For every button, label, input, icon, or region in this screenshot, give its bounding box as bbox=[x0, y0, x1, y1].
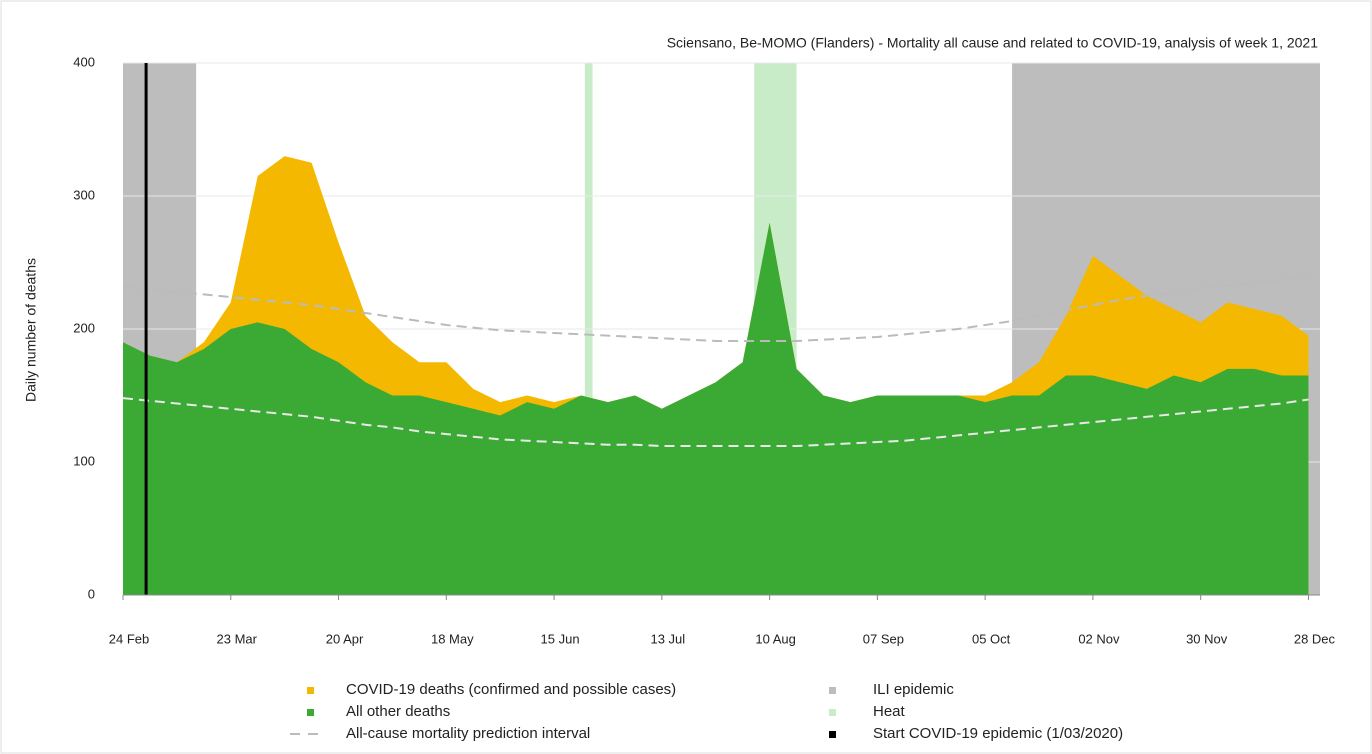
legend-swatch bbox=[307, 709, 314, 716]
x-tick-label: 20 Apr bbox=[326, 631, 364, 646]
chart-title: Sciensano, Be-MOMO (Flanders) - Mortalit… bbox=[667, 35, 1318, 51]
x-tick-label: 23 Mar bbox=[217, 631, 258, 646]
legend-label: ILI epidemic bbox=[873, 681, 954, 698]
legend-swatch bbox=[307, 687, 314, 694]
x-tick-label: 15 Jun bbox=[541, 631, 580, 646]
x-tick-label: 07 Sep bbox=[863, 631, 904, 646]
legend-label: COVID-19 deaths (confirmed and possible … bbox=[346, 681, 676, 698]
x-tick-label: 13 Jul bbox=[650, 631, 685, 646]
prediction-line bbox=[122, 276, 1309, 342]
legend-swatch bbox=[829, 731, 836, 738]
y-tick-label: 400 bbox=[73, 54, 95, 69]
y-tick-label: 200 bbox=[73, 320, 95, 335]
y-tick-label: 100 bbox=[73, 453, 95, 468]
legend-label: Heat bbox=[873, 703, 906, 720]
y-tick-label: 0 bbox=[88, 586, 95, 601]
x-tick-label: 30 Nov bbox=[1186, 631, 1228, 646]
prediction-line bbox=[122, 397, 1309, 448]
x-tick-label: 24 Feb bbox=[109, 631, 149, 646]
x-tick-label: 18 May bbox=[431, 631, 474, 646]
legend-label: All-cause mortality prediction interval bbox=[346, 725, 590, 742]
legend-label: All other deaths bbox=[346, 703, 450, 720]
legend-label: Start COVID-19 epidemic (1/03/2020) bbox=[873, 725, 1123, 742]
x-tick-label: 02 Nov bbox=[1078, 631, 1120, 646]
legend-swatch bbox=[829, 687, 836, 694]
legend-swatch bbox=[829, 709, 836, 716]
x-tick-label: 28 Dec bbox=[1294, 631, 1336, 646]
x-tick-label: 10 Aug bbox=[755, 631, 796, 646]
y-axis-label: Daily number of deaths bbox=[23, 258, 39, 402]
x-tick-label: 05 Oct bbox=[972, 631, 1011, 646]
other-deaths-area bbox=[123, 222, 1309, 595]
y-tick-label: 300 bbox=[73, 187, 95, 202]
